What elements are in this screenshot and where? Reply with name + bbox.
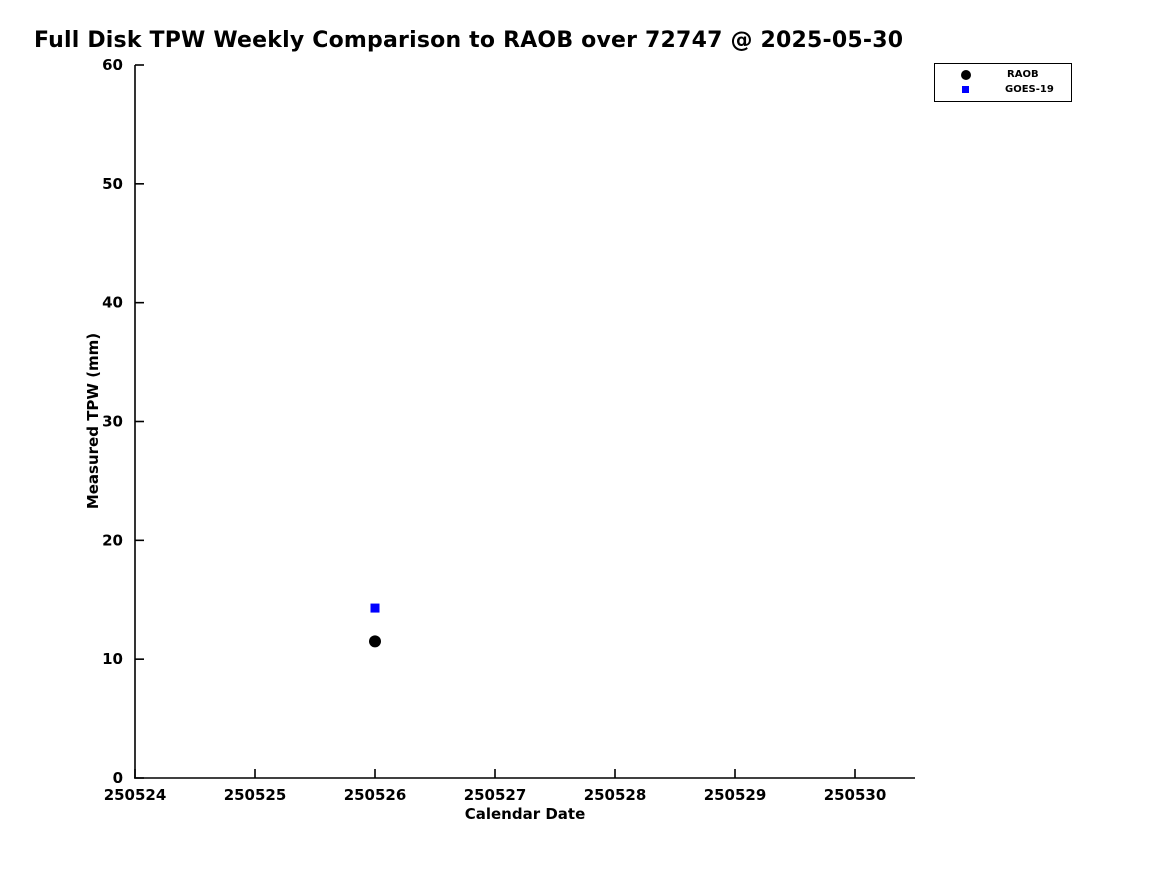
data-point-goes-19 bbox=[370, 603, 380, 613]
y-tick-label: 40 bbox=[102, 294, 123, 312]
y-tick-label: 10 bbox=[102, 650, 123, 668]
x-tick-label: 250525 bbox=[224, 786, 287, 804]
data-point-raob bbox=[369, 635, 381, 648]
y-tick-label: 0 bbox=[113, 769, 123, 787]
y-axis-label: Measured TPW (mm) bbox=[84, 332, 102, 510]
x-axis-label: Calendar Date bbox=[464, 805, 586, 823]
y-tick-label: 60 bbox=[102, 56, 123, 74]
x-tick-label: 250524 bbox=[104, 786, 167, 804]
x-tick-label: 250528 bbox=[584, 786, 647, 804]
chart-title: Full Disk TPW Weekly Comparison to RAOB … bbox=[34, 28, 904, 53]
legend-box: RAOB GOES-19 bbox=[934, 63, 1072, 102]
legend-label-goes19: GOES-19 bbox=[1005, 84, 1054, 95]
x-tick-label: 250529 bbox=[704, 786, 767, 804]
x-tick-label: 250530 bbox=[824, 786, 887, 804]
y-tick-label: 20 bbox=[102, 531, 123, 549]
raob-circle-marker-icon bbox=[961, 69, 971, 80]
x-tick-label: 250526 bbox=[344, 786, 407, 804]
y-tick-label: 50 bbox=[102, 175, 123, 193]
legend-item-goes19: GOES-19 bbox=[935, 82, 1071, 97]
goes19-square-marker-icon bbox=[962, 86, 969, 93]
legend-item-raob: RAOB bbox=[935, 67, 1071, 82]
y-tick-label: 30 bbox=[102, 413, 123, 431]
x-tick-label: 250527 bbox=[464, 786, 527, 804]
legend-label-raob: RAOB bbox=[1007, 69, 1039, 80]
